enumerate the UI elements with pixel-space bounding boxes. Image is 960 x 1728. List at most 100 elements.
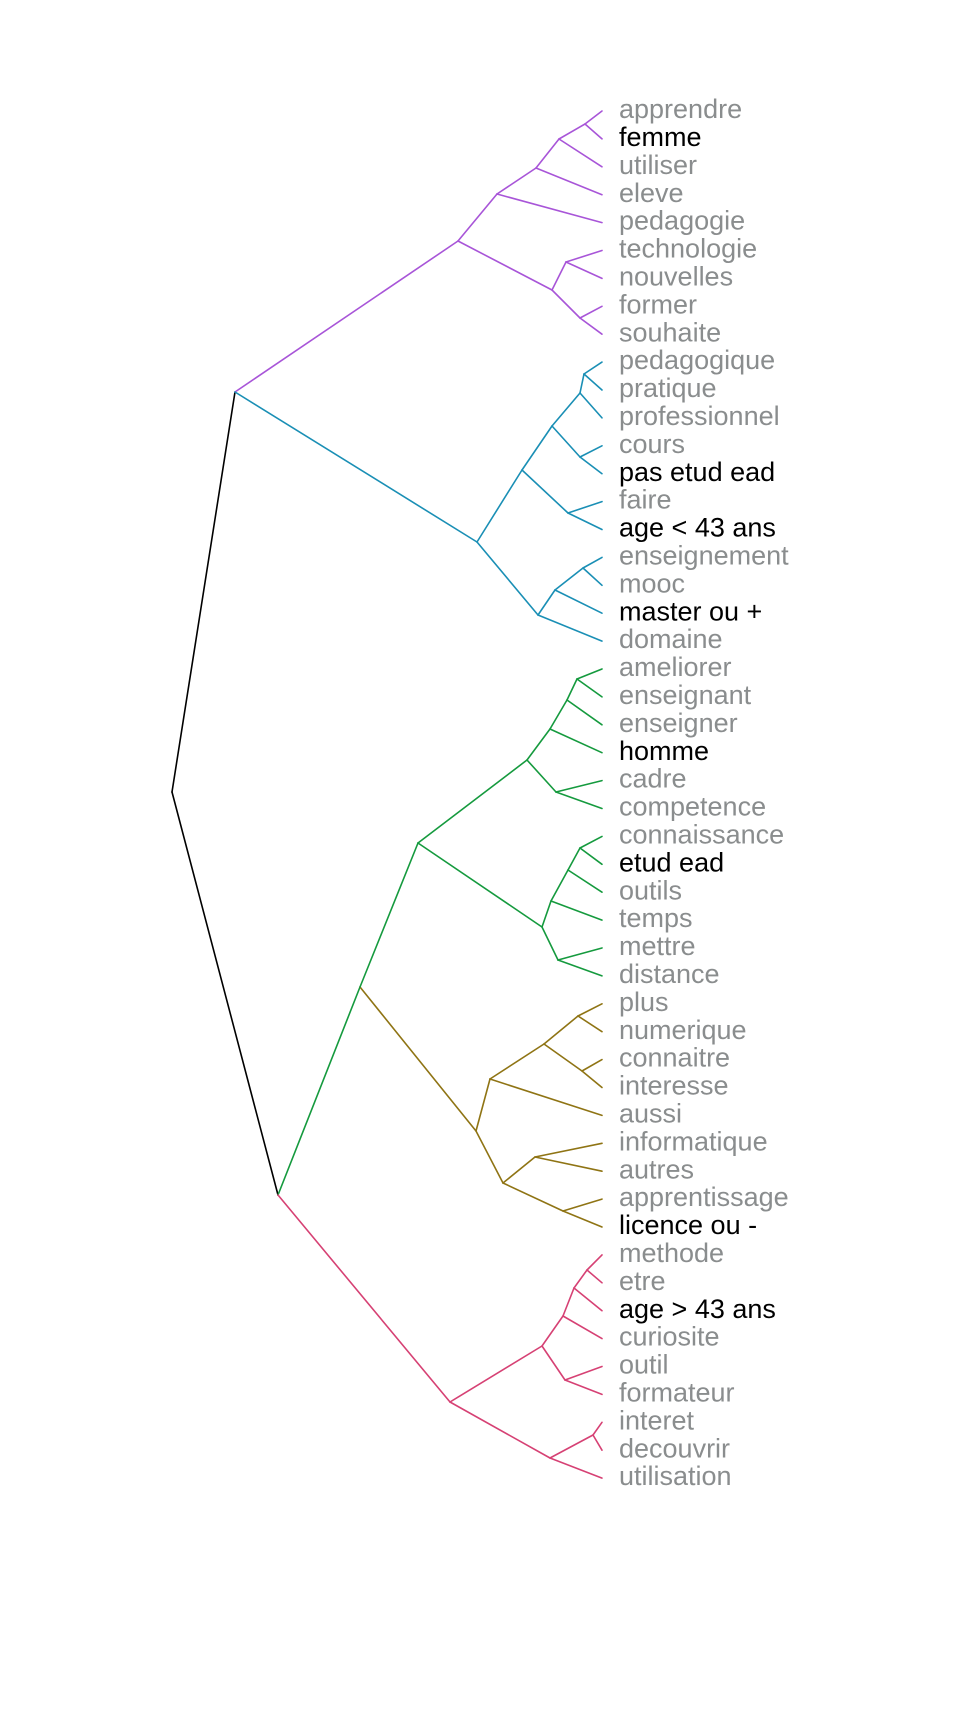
cluster-branch <box>277 1194 451 1403</box>
leaf-label: methode <box>619 1238 724 1268</box>
leaf-branch <box>582 567 603 587</box>
leaf-label: enseignement <box>619 541 789 571</box>
leaf-branch <box>535 167 603 196</box>
leaf-branch <box>592 1421 603 1436</box>
leaf-branch <box>581 1058 603 1072</box>
cluster-branch <box>562 1287 575 1317</box>
leaf-branch <box>592 1434 603 1451</box>
leaf-branch <box>555 779 603 793</box>
leaf-label: age < 43 ans <box>619 513 776 543</box>
cluster-branch <box>171 391 236 793</box>
cluster-branch <box>558 123 586 140</box>
leaf-label: enseignant <box>619 680 752 710</box>
cluster-branch <box>551 261 567 291</box>
cluster-branch <box>526 759 557 793</box>
leaf-label: interet <box>619 1405 695 1435</box>
leaf-label: mooc <box>619 568 685 598</box>
leaf-label: utiliser <box>619 150 697 180</box>
cluster-branch <box>417 842 543 928</box>
cluster-branch <box>359 842 419 988</box>
cluster-branch <box>359 986 477 1132</box>
leaf-label: technologie <box>619 234 757 264</box>
cluster-branch <box>549 699 568 730</box>
leaf-label: nouvelles <box>619 262 733 292</box>
cluster-branch <box>449 1345 543 1403</box>
leaf-label: pedagogique <box>619 345 775 375</box>
cluster-branch <box>535 138 560 169</box>
cluster-branch <box>566 678 578 701</box>
leaf-branch <box>562 1198 603 1212</box>
leaf-branch <box>581 1070 603 1089</box>
cluster-branch <box>476 541 539 616</box>
leaf-branch <box>576 678 603 698</box>
cluster-branch <box>537 589 556 616</box>
cluster-branch <box>543 1043 583 1072</box>
leaf-label: apprentissage <box>619 1182 789 1212</box>
leaf-label: cours <box>619 429 685 459</box>
cluster-branch <box>521 425 553 471</box>
cluster-branch <box>502 1156 536 1184</box>
leaf-label: autres <box>619 1154 694 1184</box>
leaf-label: pedagogie <box>619 206 745 236</box>
leaf-branch <box>537 614 603 642</box>
leaf-branch <box>579 392 603 419</box>
leaf-branch <box>562 1315 603 1340</box>
leaf-label: pas etud ead <box>619 457 775 487</box>
leaf-label: connaissance <box>619 820 784 850</box>
cluster-branch <box>550 869 569 902</box>
leaf-branch <box>573 1287 603 1312</box>
cluster-branch <box>551 425 581 458</box>
cluster-branch <box>573 1269 588 1289</box>
leaf-label: informatique <box>619 1126 768 1156</box>
cluster-branch <box>526 728 551 761</box>
leaf-label: outil <box>619 1350 669 1380</box>
leaf-branch <box>566 699 603 726</box>
leaf-label: apprendre <box>619 94 742 124</box>
leaf-label: numerique <box>619 1015 747 1045</box>
leaf-branch <box>565 249 603 263</box>
cluster-branch <box>475 1130 504 1184</box>
leaf-branch <box>579 456 603 475</box>
leaf-label: eleve <box>619 178 684 208</box>
leaf-branch <box>565 261 603 280</box>
leaf-label: etre <box>619 1266 666 1296</box>
leaf-branch <box>583 373 603 391</box>
cluster-branch <box>234 391 478 543</box>
cluster-branch <box>234 240 459 393</box>
leaf-label: souhaite <box>619 317 721 347</box>
leaf-label: mettre <box>619 931 696 961</box>
dendrogram-leaf-labels: apprendrefemmeutiliserelevepedagogietech… <box>619 94 789 1491</box>
leaf-branch <box>586 1269 603 1284</box>
leaf-label: distance <box>619 959 720 989</box>
cluster-branch <box>496 167 537 195</box>
leaf-branch <box>564 1365 603 1381</box>
cluster-branch <box>457 193 498 242</box>
leaf-branch <box>534 1142 603 1158</box>
cluster-branch <box>521 469 569 514</box>
leaf-label: etud ead <box>619 847 724 877</box>
cluster-branch <box>549 1434 594 1459</box>
leaf-branch <box>567 512 603 531</box>
leaf-label: temps <box>619 903 693 933</box>
cluster-branch <box>489 1043 545 1080</box>
leaf-branch <box>582 556 603 569</box>
leaf-branch <box>557 947 603 961</box>
leaf-label: ameliorer <box>619 652 732 682</box>
leaf-branch <box>534 1156 603 1172</box>
leaf-label: curiosite <box>619 1322 720 1352</box>
cluster-branch <box>449 1401 551 1459</box>
leaf-label: connaitre <box>619 1043 730 1073</box>
leaf-label: homme <box>619 736 709 766</box>
leaf-label: outils <box>619 875 682 905</box>
leaf-label: competence <box>619 792 766 822</box>
cluster-branch <box>541 1315 564 1347</box>
cluster-branch <box>417 759 528 844</box>
leaf-branch <box>583 361 603 375</box>
leaf-label: femme <box>619 122 702 152</box>
leaf-label: faire <box>619 485 672 515</box>
leaf-branch <box>496 193 603 224</box>
leaf-label: enseigner <box>619 708 738 738</box>
cluster-branch <box>551 289 581 319</box>
leaf-label: decouvrir <box>619 1433 730 1463</box>
leaf-label: professionnel <box>619 401 780 431</box>
